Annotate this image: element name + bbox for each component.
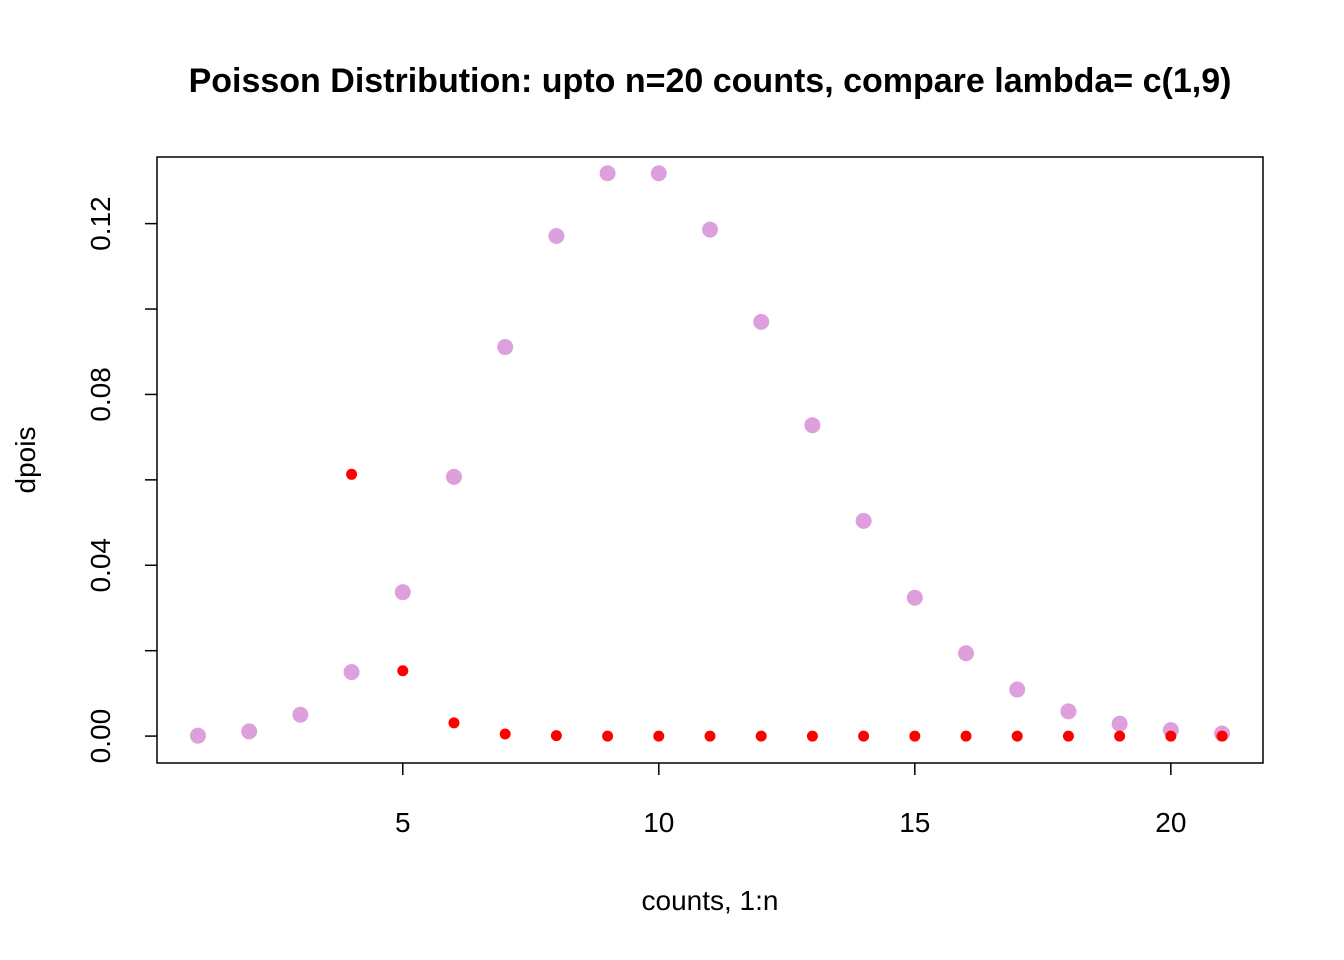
x-axis: 5 10 15 20 xyxy=(395,763,1186,838)
y-axis-label: dpois xyxy=(10,427,41,494)
series-2-point xyxy=(602,730,614,742)
series-1-point xyxy=(753,313,770,330)
series-1-point xyxy=(958,645,975,662)
series-2-point xyxy=(1062,730,1074,742)
y-tick-label: 0.08 xyxy=(85,367,116,422)
series-1-point xyxy=(599,165,616,182)
series-2-point xyxy=(550,730,562,742)
series-2-point xyxy=(1216,730,1228,742)
series-1-point xyxy=(241,723,258,740)
series-1-point xyxy=(906,589,923,606)
series-1-point xyxy=(1111,715,1128,732)
series-2-point xyxy=(346,468,358,480)
series-2-point xyxy=(909,730,921,742)
series-2-point xyxy=(499,728,511,740)
series-1-point xyxy=(343,664,360,681)
series-1-point xyxy=(548,228,565,245)
series-2-point xyxy=(755,730,767,742)
series-2-point xyxy=(1114,730,1126,742)
y-tick-label: 0.12 xyxy=(85,196,116,251)
series-1-point xyxy=(1009,681,1026,698)
x-tick-label: 5 xyxy=(395,807,411,838)
series-2-point xyxy=(858,730,870,742)
series-2-point xyxy=(806,730,818,742)
series-1-point xyxy=(445,468,462,485)
series-2-point xyxy=(1011,730,1023,742)
series-1-point xyxy=(189,727,206,744)
series-2-point xyxy=(653,730,665,742)
series-1-point xyxy=(394,584,411,601)
series-2-point xyxy=(448,717,460,729)
x-tick-label: 15 xyxy=(899,807,930,838)
data-points xyxy=(189,165,1231,744)
y-axis: 0.00 0.04 0.08 0.12 xyxy=(85,196,157,763)
series-1-point xyxy=(1060,703,1077,720)
x-tick-label: 10 xyxy=(643,807,674,838)
series-2-point xyxy=(1165,730,1177,742)
series-1-point xyxy=(804,417,821,434)
series-1-point xyxy=(497,339,514,356)
series-2-point xyxy=(704,730,716,742)
plot-frame xyxy=(156,156,1264,764)
x-axis-label: counts, 1:n xyxy=(642,885,779,916)
y-tick-label: 0.04 xyxy=(85,538,116,593)
series-2-point xyxy=(960,730,972,742)
series-1-point xyxy=(702,221,718,238)
series-1-point xyxy=(855,512,872,529)
series-2-point xyxy=(397,665,409,677)
y-tick-label: 0.00 xyxy=(85,709,116,764)
series-1-point xyxy=(292,706,309,723)
chart-title: Poisson Distribution: upto n=20 counts, … xyxy=(189,62,1232,100)
x-tick-label: 20 xyxy=(1155,807,1186,838)
series-1-point xyxy=(650,165,667,182)
